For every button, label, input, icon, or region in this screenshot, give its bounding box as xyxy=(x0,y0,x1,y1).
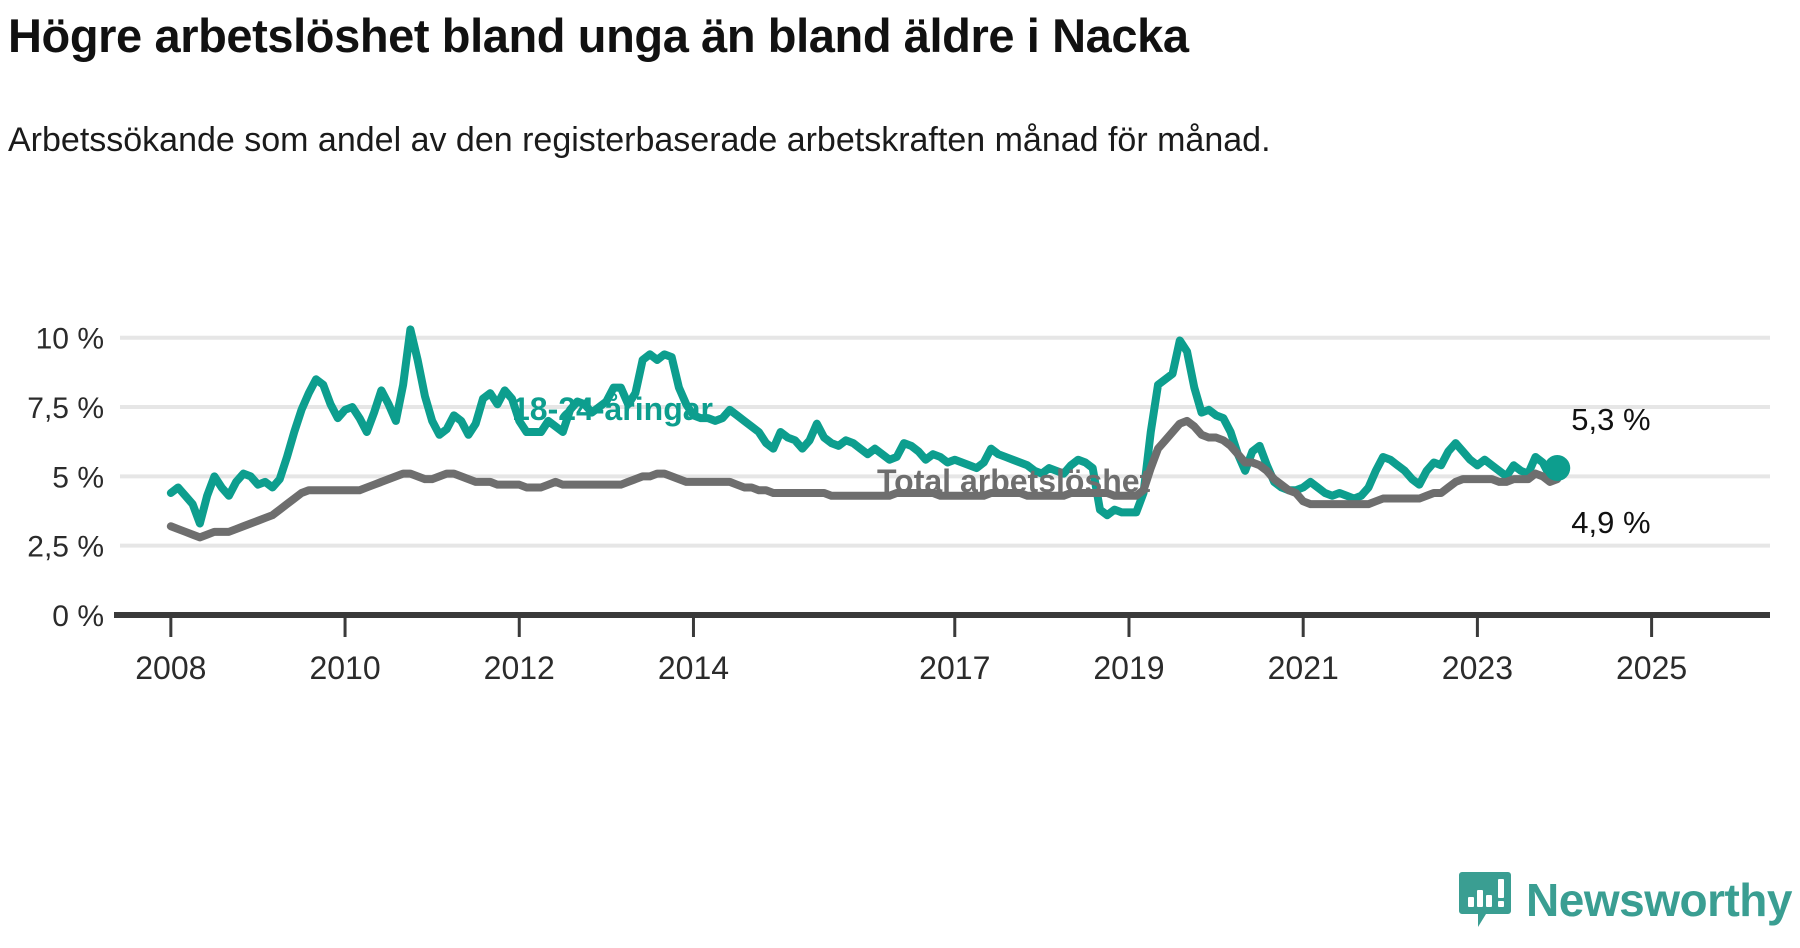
x-axis-tick-label: 2017 xyxy=(919,650,990,686)
x-axis-tick-label: 2019 xyxy=(1093,650,1164,686)
line-chart: 0 % 2,5 % 5 % 7,5 % 10 % 2008 2010 2012 2014 201… xyxy=(27,323,1770,686)
end-value-total: 4,9 % xyxy=(1571,505,1650,540)
grid-lines xyxy=(120,335,1770,548)
x-axis-tick-label: 2025 xyxy=(1616,650,1687,686)
series-label-total: Total arbetslöshet xyxy=(877,463,1151,499)
series-line-total xyxy=(166,416,1562,542)
page-title: Högre arbetslöshet bland unga än bland ä… xyxy=(8,9,1189,62)
footer: Newsworthy xyxy=(0,828,1800,948)
bar-chart-speech-bubble-icon xyxy=(1459,872,1512,927)
y-axis-tick-label: 0 % xyxy=(52,600,104,633)
x-axis-tick-label: 2012 xyxy=(484,650,555,686)
data-series xyxy=(166,325,1562,542)
page-subtitle: Arbetssökande som andel av den registerb… xyxy=(8,121,1271,159)
y-axis-tick-label: 7,5 % xyxy=(27,392,104,425)
x-axis-tick-label: 2008 xyxy=(135,650,206,686)
newsworthy-logo[interactable]: Newsworthy xyxy=(1458,870,1792,930)
series-line-youth xyxy=(166,325,1562,528)
y-axis-tick-label: 5 % xyxy=(52,461,104,494)
x-axis-tick-label: 2023 xyxy=(1442,650,1513,686)
series-end-marker-youth xyxy=(1544,455,1571,482)
logo-wordmark: Newsworthy xyxy=(1526,874,1792,926)
x-axis: 2008 2010 2012 2014 2017 2019 2021 2023 2025 xyxy=(114,612,1770,686)
x-axis-tick-label: 2010 xyxy=(309,650,380,686)
y-axis-tick-label: 10 % xyxy=(36,323,104,356)
x-axis-tick-label: 2014 xyxy=(658,650,729,686)
y-axis-tick-label: 2,5 % xyxy=(27,531,104,564)
chart-container: 0 % 2,5 % 5 % 7,5 % 10 % 2008 2010 2012 2014 201… xyxy=(0,270,1800,770)
end-value-youth: 5,3 % xyxy=(1571,402,1650,437)
series-label-youth: 18-24-åringar xyxy=(512,391,713,427)
y-axis-tick-labels: 0 % 2,5 % 5 % 7,5 % 10 % xyxy=(27,323,104,633)
chart-annotations: 18-24-åringar Total arbetslöshet 5,3 % 4,9 … xyxy=(512,391,1651,540)
x-axis-tick-label: 2021 xyxy=(1268,650,1339,686)
